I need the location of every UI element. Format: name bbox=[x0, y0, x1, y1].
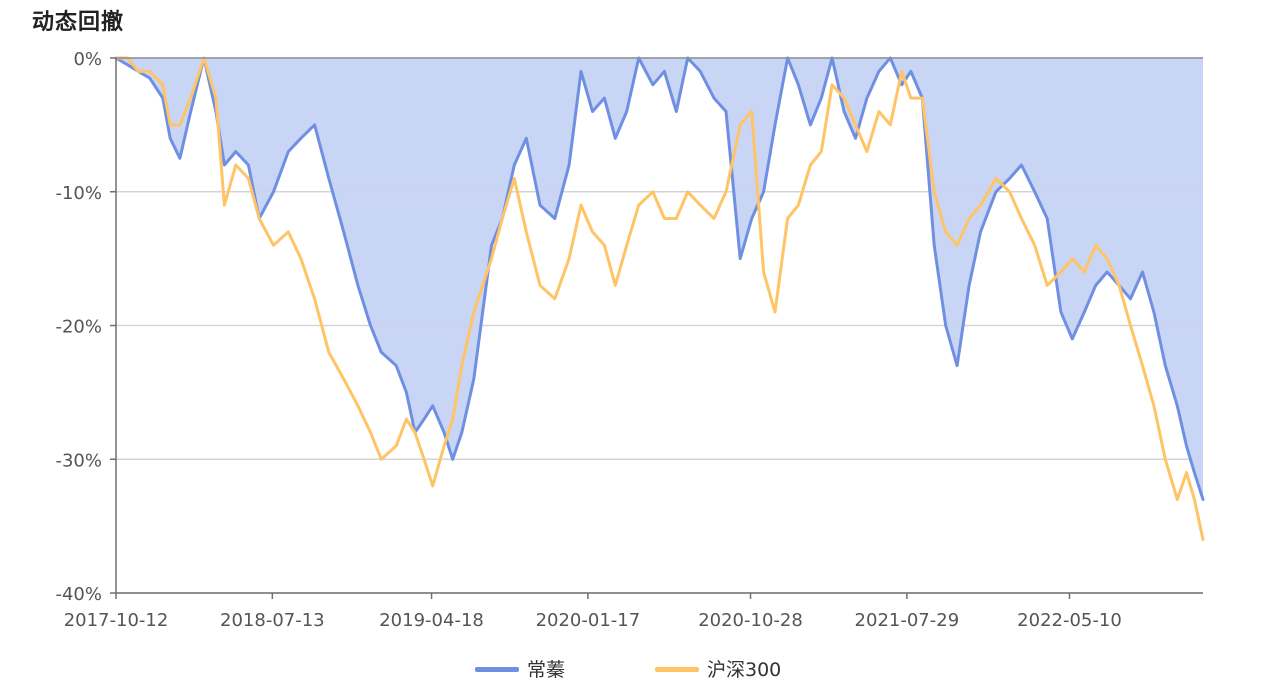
area-layer bbox=[116, 58, 1203, 500]
y-tick-label: 0% bbox=[73, 49, 102, 70]
legend[interactable]: 常蓁 沪深300 bbox=[475, 659, 781, 681]
legend-label: 沪深300 bbox=[707, 659, 781, 681]
y-tick-label: -30% bbox=[55, 450, 102, 471]
series-area-0 bbox=[116, 58, 1203, 500]
x-tick-label: 2018-07-13 bbox=[220, 610, 325, 631]
y-tick-label: -20% bbox=[55, 317, 102, 338]
axis-layer: 0% -10% -20% -30% -40% 2017-10-12 2018-07-13 20… bbox=[55, 49, 1203, 631]
x-tick-label: 2019-04-18 bbox=[379, 610, 484, 631]
series-line-0 bbox=[114, 56, 1205, 501]
x-tick-label: 2020-01-17 bbox=[536, 610, 641, 631]
y-tick-label: -10% bbox=[55, 183, 102, 204]
legend-swatch bbox=[475, 667, 519, 672]
x-tick-label: 2017-10-12 bbox=[64, 610, 169, 631]
x-tick-label: 2022-05-10 bbox=[1017, 610, 1122, 631]
x-tick-label: 2020-10-28 bbox=[698, 610, 803, 631]
line-layer bbox=[114, 56, 1205, 541]
legend-item-1[interactable]: 沪深300 bbox=[655, 659, 781, 681]
legend-item-0[interactable]: 常蓁 bbox=[475, 659, 565, 681]
x-tick-label: 2021-07-29 bbox=[855, 610, 960, 631]
legend-swatch bbox=[655, 667, 699, 672]
y-tick-label: -40% bbox=[55, 584, 102, 605]
legend-label: 常蓁 bbox=[527, 659, 565, 681]
series-line-1 bbox=[114, 56, 1205, 541]
page-title: 动态回撤 bbox=[32, 10, 125, 35]
